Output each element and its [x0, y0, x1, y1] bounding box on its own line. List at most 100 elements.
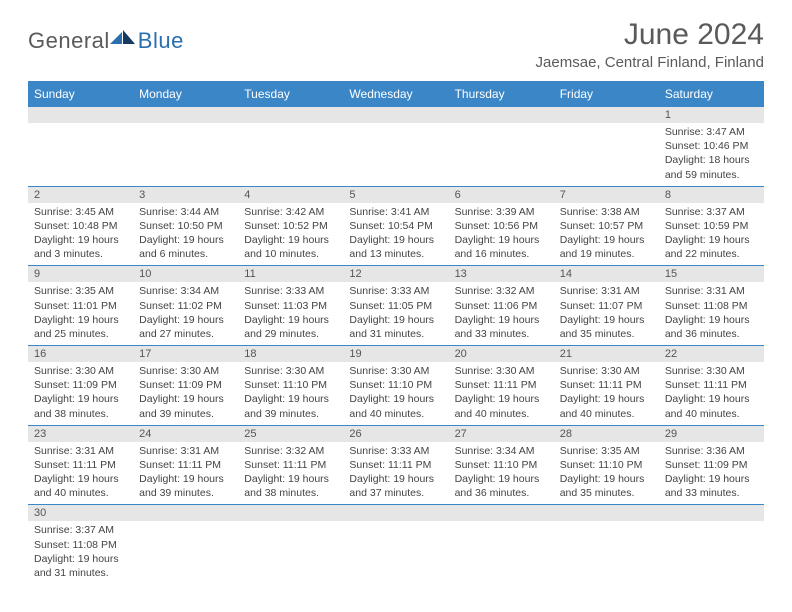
- sunrise-text: Sunrise: 3:31 AM: [560, 284, 653, 298]
- sunrise-text: Sunrise: 3:35 AM: [34, 284, 127, 298]
- day-number: [343, 107, 448, 123]
- day-body: [28, 123, 133, 179]
- sunset-text: Sunset: 11:03 PM: [244, 299, 337, 313]
- calendar-cell: [343, 505, 448, 584]
- calendar-week-row: 23Sunrise: 3:31 AMSunset: 11:11 PMDaylig…: [28, 425, 764, 505]
- day-number: 26: [343, 426, 448, 442]
- day-number: [343, 505, 448, 521]
- sunset-text: Sunset: 10:48 PM: [34, 219, 127, 233]
- calendar-cell: [28, 107, 133, 186]
- day-number: 4: [238, 187, 343, 203]
- daylight-text: Daylight: 19 hours and 39 minutes.: [139, 392, 232, 420]
- sunset-text: Sunset: 11:09 PM: [139, 378, 232, 392]
- day-number: 27: [449, 426, 554, 442]
- day-number: [133, 107, 238, 123]
- daylight-text: Daylight: 19 hours and 31 minutes.: [34, 552, 127, 580]
- day-number: [238, 107, 343, 123]
- calendar-cell: 17Sunrise: 3:30 AMSunset: 11:09 PMDaylig…: [133, 346, 238, 426]
- sunrise-text: Sunrise: 3:30 AM: [34, 364, 127, 378]
- day-header: Monday: [133, 81, 238, 107]
- daylight-text: Daylight: 19 hours and 33 minutes.: [455, 313, 548, 341]
- calendar-week-row: 9Sunrise: 3:35 AMSunset: 11:01 PMDayligh…: [28, 266, 764, 346]
- calendar-cell: 14Sunrise: 3:31 AMSunset: 11:07 PMDaylig…: [554, 266, 659, 346]
- sunrise-text: Sunrise: 3:42 AM: [244, 205, 337, 219]
- calendar-cell: 4Sunrise: 3:42 AMSunset: 10:52 PMDayligh…: [238, 186, 343, 266]
- calendar-cell: 12Sunrise: 3:33 AMSunset: 11:05 PMDaylig…: [343, 266, 448, 346]
- calendar-cell: 30Sunrise: 3:37 AMSunset: 11:08 PMDaylig…: [28, 505, 133, 584]
- sunset-text: Sunset: 11:02 PM: [139, 299, 232, 313]
- sunrise-text: Sunrise: 3:34 AM: [139, 284, 232, 298]
- day-number: [238, 505, 343, 521]
- day-number: 11: [238, 266, 343, 282]
- day-number: [28, 107, 133, 123]
- calendar-cell: 26Sunrise: 3:33 AMSunset: 11:11 PMDaylig…: [343, 425, 448, 505]
- day-body: Sunrise: 3:31 AMSunset: 11:11 PMDaylight…: [28, 442, 133, 505]
- daylight-text: Daylight: 19 hours and 19 minutes.: [560, 233, 653, 261]
- day-number: 18: [238, 346, 343, 362]
- calendar-cell: 3Sunrise: 3:44 AMSunset: 10:50 PMDayligh…: [133, 186, 238, 266]
- day-body: [554, 123, 659, 179]
- day-number: 2: [28, 187, 133, 203]
- daylight-text: Daylight: 19 hours and 40 minutes.: [349, 392, 442, 420]
- sunrise-text: Sunrise: 3:32 AM: [244, 444, 337, 458]
- sunrise-text: Sunrise: 3:38 AM: [560, 205, 653, 219]
- sunset-text: Sunset: 11:11 PM: [349, 458, 442, 472]
- calendar-cell: [554, 107, 659, 186]
- day-number: [449, 505, 554, 521]
- day-header: Thursday: [449, 81, 554, 107]
- day-number: [554, 505, 659, 521]
- calendar-cell: 8Sunrise: 3:37 AMSunset: 10:59 PMDayligh…: [659, 186, 764, 266]
- daylight-text: Daylight: 19 hours and 29 minutes.: [244, 313, 337, 341]
- daylight-text: Daylight: 19 hours and 37 minutes.: [349, 472, 442, 500]
- daylight-text: Daylight: 19 hours and 40 minutes.: [665, 392, 758, 420]
- day-body: Sunrise: 3:30 AMSunset: 11:11 PMDaylight…: [659, 362, 764, 425]
- day-number: 28: [554, 426, 659, 442]
- daylight-text: Daylight: 19 hours and 36 minutes.: [455, 472, 548, 500]
- day-number: 12: [343, 266, 448, 282]
- logo-mark-icon: [110, 26, 136, 46]
- calendar-cell: 15Sunrise: 3:31 AMSunset: 11:08 PMDaylig…: [659, 266, 764, 346]
- calendar-cell: 5Sunrise: 3:41 AMSunset: 10:54 PMDayligh…: [343, 186, 448, 266]
- day-number: 7: [554, 187, 659, 203]
- sunrise-text: Sunrise: 3:34 AM: [455, 444, 548, 458]
- day-number: 3: [133, 187, 238, 203]
- daylight-text: Daylight: 19 hours and 22 minutes.: [665, 233, 758, 261]
- day-body: Sunrise: 3:30 AMSunset: 11:09 PMDaylight…: [133, 362, 238, 425]
- day-number: 6: [449, 187, 554, 203]
- calendar-cell: 27Sunrise: 3:34 AMSunset: 11:10 PMDaylig…: [449, 425, 554, 505]
- day-number: 15: [659, 266, 764, 282]
- day-header: Sunday: [28, 81, 133, 107]
- logo-text-general: General: [28, 28, 110, 54]
- sunrise-text: Sunrise: 3:31 AM: [665, 284, 758, 298]
- logo: General Blue: [28, 26, 184, 56]
- calendar-cell: 11Sunrise: 3:33 AMSunset: 11:03 PMDaylig…: [238, 266, 343, 346]
- sunset-text: Sunset: 10:59 PM: [665, 219, 758, 233]
- day-number: 9: [28, 266, 133, 282]
- sunset-text: Sunset: 11:11 PM: [139, 458, 232, 472]
- sunset-text: Sunset: 11:09 PM: [665, 458, 758, 472]
- day-header: Wednesday: [343, 81, 448, 107]
- sunset-text: Sunset: 11:10 PM: [244, 378, 337, 392]
- day-body: Sunrise: 3:44 AMSunset: 10:50 PMDaylight…: [133, 203, 238, 266]
- daylight-text: Daylight: 19 hours and 35 minutes.: [560, 313, 653, 341]
- location-text: Jaemsae, Central Finland, Finland: [536, 54, 764, 71]
- daylight-text: Daylight: 19 hours and 38 minutes.: [34, 392, 127, 420]
- sunset-text: Sunset: 11:09 PM: [34, 378, 127, 392]
- day-body: Sunrise: 3:38 AMSunset: 10:57 PMDaylight…: [554, 203, 659, 266]
- day-number: [449, 107, 554, 123]
- sunset-text: Sunset: 10:50 PM: [139, 219, 232, 233]
- daylight-text: Daylight: 19 hours and 27 minutes.: [139, 313, 232, 341]
- day-body: [449, 521, 554, 577]
- day-number: 23: [28, 426, 133, 442]
- sunrise-text: Sunrise: 3:30 AM: [139, 364, 232, 378]
- calendar-cell: 9Sunrise: 3:35 AMSunset: 11:01 PMDayligh…: [28, 266, 133, 346]
- daylight-text: Daylight: 19 hours and 40 minutes.: [34, 472, 127, 500]
- calendar-cell: 25Sunrise: 3:32 AMSunset: 11:11 PMDaylig…: [238, 425, 343, 505]
- daylight-text: Daylight: 19 hours and 38 minutes.: [244, 472, 337, 500]
- day-body: Sunrise: 3:45 AMSunset: 10:48 PMDaylight…: [28, 203, 133, 266]
- day-number: 22: [659, 346, 764, 362]
- calendar-cell: 28Sunrise: 3:35 AMSunset: 11:10 PMDaylig…: [554, 425, 659, 505]
- day-number: 25: [238, 426, 343, 442]
- sunrise-text: Sunrise: 3:37 AM: [665, 205, 758, 219]
- day-number: 30: [28, 505, 133, 521]
